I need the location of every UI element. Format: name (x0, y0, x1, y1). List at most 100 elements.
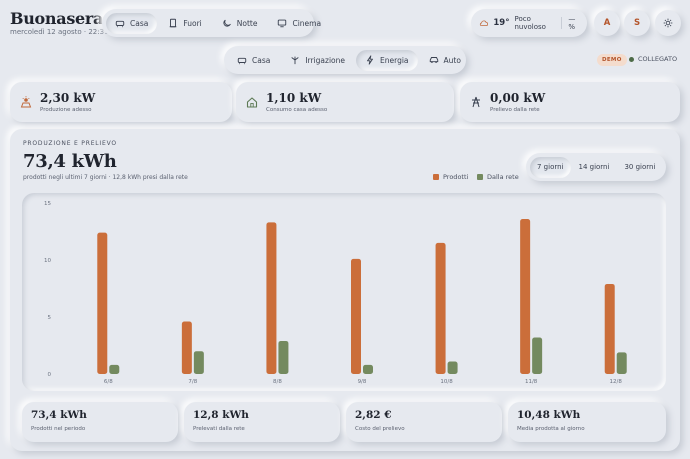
x-tick-label: 8/8 (273, 379, 282, 385)
total-label: Prodotti nel periodo (31, 426, 86, 432)
tab-label: Energia (380, 55, 409, 65)
total-label: Costo del prelievo (355, 426, 405, 432)
bar-produced (604, 283, 615, 374)
panel-subtitle: prodotti negli ultimi 7 giorni · 12,8 kW… (23, 174, 188, 181)
date-time: mercoledì 12 agosto · 22:31 (10, 28, 109, 36)
y-tick-label: 10 (44, 258, 51, 264)
legend-swatch (477, 174, 483, 180)
bar-produced (351, 258, 361, 374)
legend-grid: Dalla rete (477, 173, 519, 181)
bar-produced (97, 232, 108, 374)
cloud-icon (479, 20, 488, 27)
scene-label: Fuori (183, 18, 202, 28)
x-tick-label: 11/8 (525, 379, 538, 385)
legend-label: Dalla rete (487, 173, 519, 181)
scene-label: Casa (130, 18, 149, 28)
tab-irrigazione[interactable]: Irrigazione (281, 50, 354, 71)
weather-desc: Poco nuvoloso (514, 15, 546, 31)
sofa-icon (237, 57, 247, 65)
total-produced: 73,4 kWh Prodotti nel periodo (22, 402, 178, 442)
tab-auto[interactable]: Auto (420, 50, 470, 71)
panel-kicker: PRODUZIONE E PRELIEVO (23, 140, 117, 147)
tab-label: Auto (443, 55, 461, 65)
legend-produced: Prodotti (433, 173, 468, 181)
connection-label: COLLEGATO (638, 55, 678, 63)
bar-grid (363, 364, 373, 374)
y-tick-label: 0 (48, 372, 52, 378)
house-icon (246, 97, 258, 108)
scene-notte[interactable]: Notte (213, 13, 267, 34)
scene-casa[interactable]: Casa (106, 12, 158, 34)
bar-grid (109, 364, 120, 374)
bar-grid (193, 351, 204, 374)
scene-cinema[interactable]: Cinema (268, 13, 330, 34)
scene-selector: Casa Fuori Notte Cinema (102, 9, 321, 37)
tab-label: Irrigazione (305, 55, 346, 65)
moon-icon (223, 19, 231, 27)
x-tick-label: 12/8 (610, 379, 623, 385)
y-tick-label: 5 (48, 315, 52, 321)
section-nav: Casa Irrigazione Energia Auto (224, 46, 466, 74)
stat-value: 1,10 kW (266, 91, 322, 105)
connection-status: COLLEGATO (629, 55, 677, 63)
legend-label: Prodotti (443, 173, 469, 181)
bar-grid (278, 340, 289, 374)
tab-energia[interactable]: Energia (356, 49, 418, 71)
scene-label: Notte (236, 18, 258, 28)
total-value: 73,4 kWh (31, 409, 87, 421)
car-icon (429, 57, 438, 63)
status-dot (629, 56, 634, 62)
total-grid: 12,8 kWh Prelevati dalla rete (184, 402, 340, 442)
weather-widget[interactable]: 19° Poco nuvoloso —% (471, 9, 587, 37)
pylon-icon (472, 96, 480, 108)
bar-grid (532, 337, 543, 374)
weather-temp: 19° (493, 18, 510, 28)
sprinkler-icon (291, 56, 299, 65)
user-a-button[interactable]: A (594, 10, 620, 36)
x-tick-label: 10/8 (440, 379, 453, 385)
user-s-button[interactable]: S (624, 10, 650, 36)
door-icon (170, 18, 177, 28)
stat-label: Consumo casa adesso (266, 107, 328, 113)
bar-produced (181, 321, 192, 374)
total-label: Prelevati dalla rete (193, 426, 245, 432)
bar-grid (616, 352, 627, 374)
y-tick-label: 15 (44, 201, 51, 207)
stat-production: 2,30 kW Produzione adesso (10, 82, 232, 122)
legend-swatch (433, 174, 439, 180)
total-value: 10,48 kWh (517, 409, 581, 421)
stat-label: Produzione adesso (40, 107, 92, 113)
divider (560, 17, 562, 29)
total-label: Media prodotta al giorno (517, 426, 585, 432)
demo-badge: DEMO (597, 54, 627, 66)
range-30-days[interactable]: 30 giorni (624, 163, 656, 171)
settings-button[interactable] (655, 10, 681, 36)
range-7-days[interactable]: 7 giorni (530, 156, 571, 178)
total-value: 2,82 € (355, 409, 392, 421)
panel-total: 73,4 kWh (23, 151, 117, 172)
bar-produced (435, 242, 446, 374)
range-selector: 7 giorni 14 giorni 30 giorni (526, 153, 666, 181)
chart-container (22, 193, 666, 391)
sofa-icon (115, 20, 125, 28)
greeting-title: Buonasera (10, 9, 104, 28)
bolt-icon (367, 55, 373, 65)
tab-casa[interactable]: Casa (228, 50, 279, 71)
bar-produced (266, 222, 277, 374)
tv-icon (278, 19, 287, 28)
range-14-days[interactable]: 14 giorni (578, 163, 610, 171)
stat-value: 2,30 kW (40, 91, 96, 105)
bar-grid (447, 361, 458, 374)
x-tick-label: 9/8 (358, 379, 367, 385)
energy-bar-chart: 0 5 10 15 6/8 7/8 8/8 9/8 10/8 11/8 12/8 (44, 201, 627, 385)
scene-label: Cinema (292, 18, 322, 28)
sun-settings-icon (663, 18, 673, 28)
tab-label: Casa (252, 55, 271, 65)
stat-value: 0,00 kW (490, 91, 546, 105)
stat-consumption: 1,10 kW Consumo casa adesso (236, 82, 454, 122)
bar-produced (520, 218, 531, 374)
scene-fuori[interactable]: Fuori (159, 13, 210, 34)
weather-humidity: —% (568, 15, 576, 31)
stat-grid: 0,00 kW Prelievo dalla rete (460, 82, 680, 122)
total-value: 12,8 kWh (193, 409, 249, 421)
